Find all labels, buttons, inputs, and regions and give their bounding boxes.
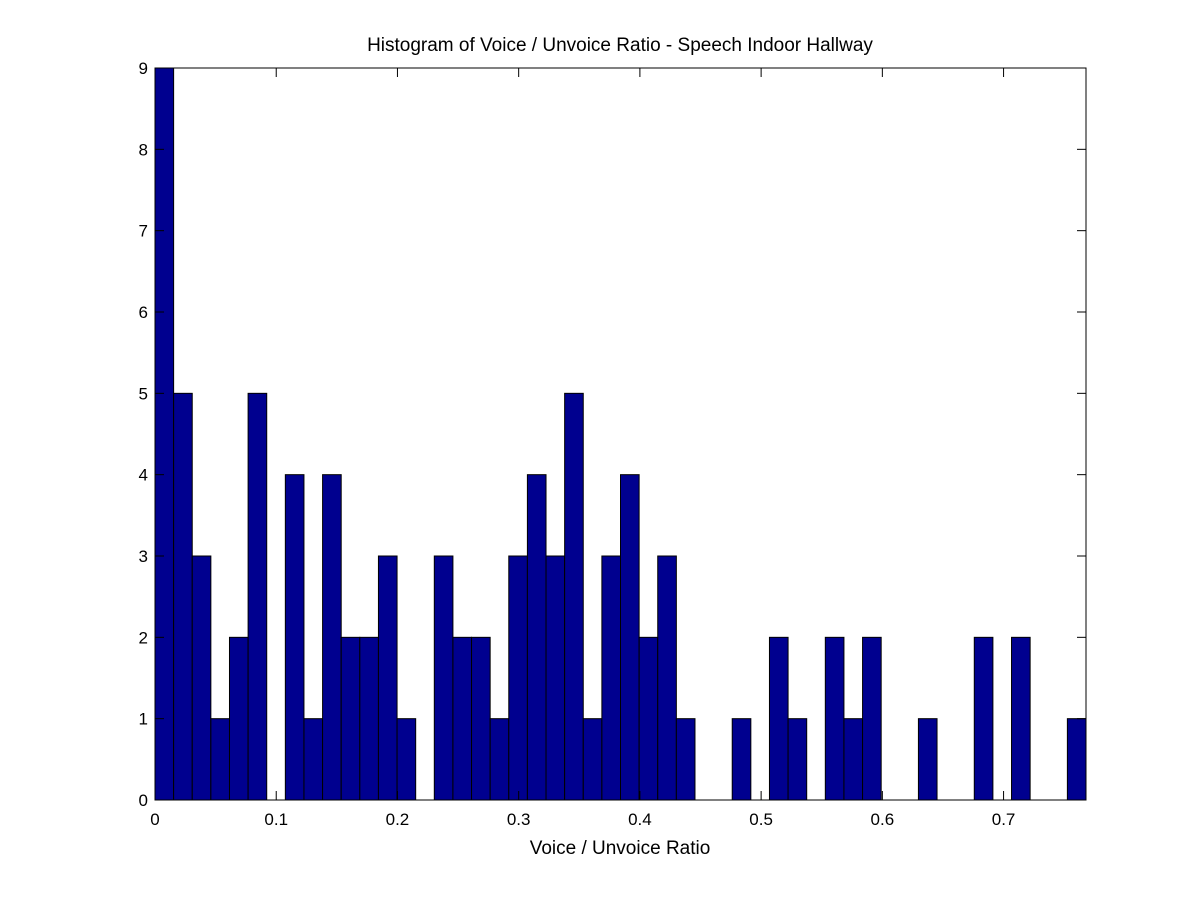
histogram-bar (526, 474, 547, 801)
histogram-bar (228, 636, 249, 801)
histogram-bar (396, 718, 417, 801)
axes-box (154, 67, 1087, 801)
histogram-bar (284, 474, 305, 801)
histogram-bar (433, 555, 454, 801)
y-ticks-group: 0 1 2 3 4 5 6 7 8 9 (139, 59, 1086, 810)
histogram-bar (489, 718, 510, 801)
y-tick-label: 4 (139, 466, 148, 485)
x-tick-label: 0.2 (386, 810, 410, 829)
histogram-bar (824, 636, 845, 801)
x-axis-label: Voice / Unvoice Ratio (530, 838, 711, 859)
histogram-bar (564, 392, 584, 801)
histogram-bar (917, 718, 938, 801)
x-tick-label: 0 (150, 810, 159, 829)
y-tick-label: 7 (139, 222, 148, 241)
histogram-bar (675, 718, 696, 801)
x-ticks-group: 0 0.1 0.2 0.3 0.4 0.5 0.6 0.7 (150, 68, 1015, 829)
histogram-bar (303, 718, 324, 801)
histogram-bar (340, 636, 361, 801)
histogram-bar (322, 474, 342, 801)
histogram-bar (154, 67, 175, 801)
x-tick-label: 0.5 (749, 810, 773, 829)
bars-group (154, 67, 1087, 801)
x-tick-label: 0.7 (992, 810, 1016, 829)
histogram-bar (471, 636, 491, 801)
histogram-bar (843, 718, 864, 801)
y-tick-label: 2 (139, 628, 148, 647)
chart-title: Histogram of Voice / Unvoice Ratio - Spe… (367, 35, 873, 56)
y-tick-label: 0 (139, 791, 148, 810)
histogram-bar (787, 718, 808, 801)
x-tick-label: 0.1 (264, 810, 288, 829)
x-tick-label: 0.4 (628, 810, 652, 829)
histogram-bar (1011, 636, 1031, 801)
histogram-bar (452, 636, 473, 801)
y-tick-label: 5 (139, 384, 148, 403)
histogram-bar (1066, 718, 1087, 801)
histogram-bar (638, 636, 659, 801)
histogram-bar (377, 555, 398, 801)
histogram-bar (508, 555, 528, 801)
histogram-bar (601, 555, 622, 801)
histogram-bar (620, 474, 640, 801)
y-tick-label: 8 (139, 140, 148, 159)
histogram-bar (657, 555, 677, 801)
histogram-bar (359, 636, 379, 801)
histogram-bar (582, 718, 603, 801)
histogram-bar (191, 555, 212, 801)
y-tick-label: 6 (139, 303, 148, 322)
x-tick-label: 0.6 (871, 810, 895, 829)
histogram-bar (173, 392, 193, 801)
histogram-bar (862, 636, 882, 801)
histogram-bar (768, 636, 789, 801)
histogram-bar (545, 555, 566, 801)
x-tick-label: 0.3 (507, 810, 531, 829)
histogram-bar (731, 718, 752, 801)
histogram-bar (247, 392, 268, 801)
y-tick-label: 9 (139, 59, 148, 78)
axes-group (154, 67, 1087, 801)
y-tick-label: 1 (139, 710, 148, 729)
histogram-bar (973, 636, 994, 801)
y-tick-label: 3 (139, 547, 148, 566)
histogram-bar (210, 718, 230, 801)
